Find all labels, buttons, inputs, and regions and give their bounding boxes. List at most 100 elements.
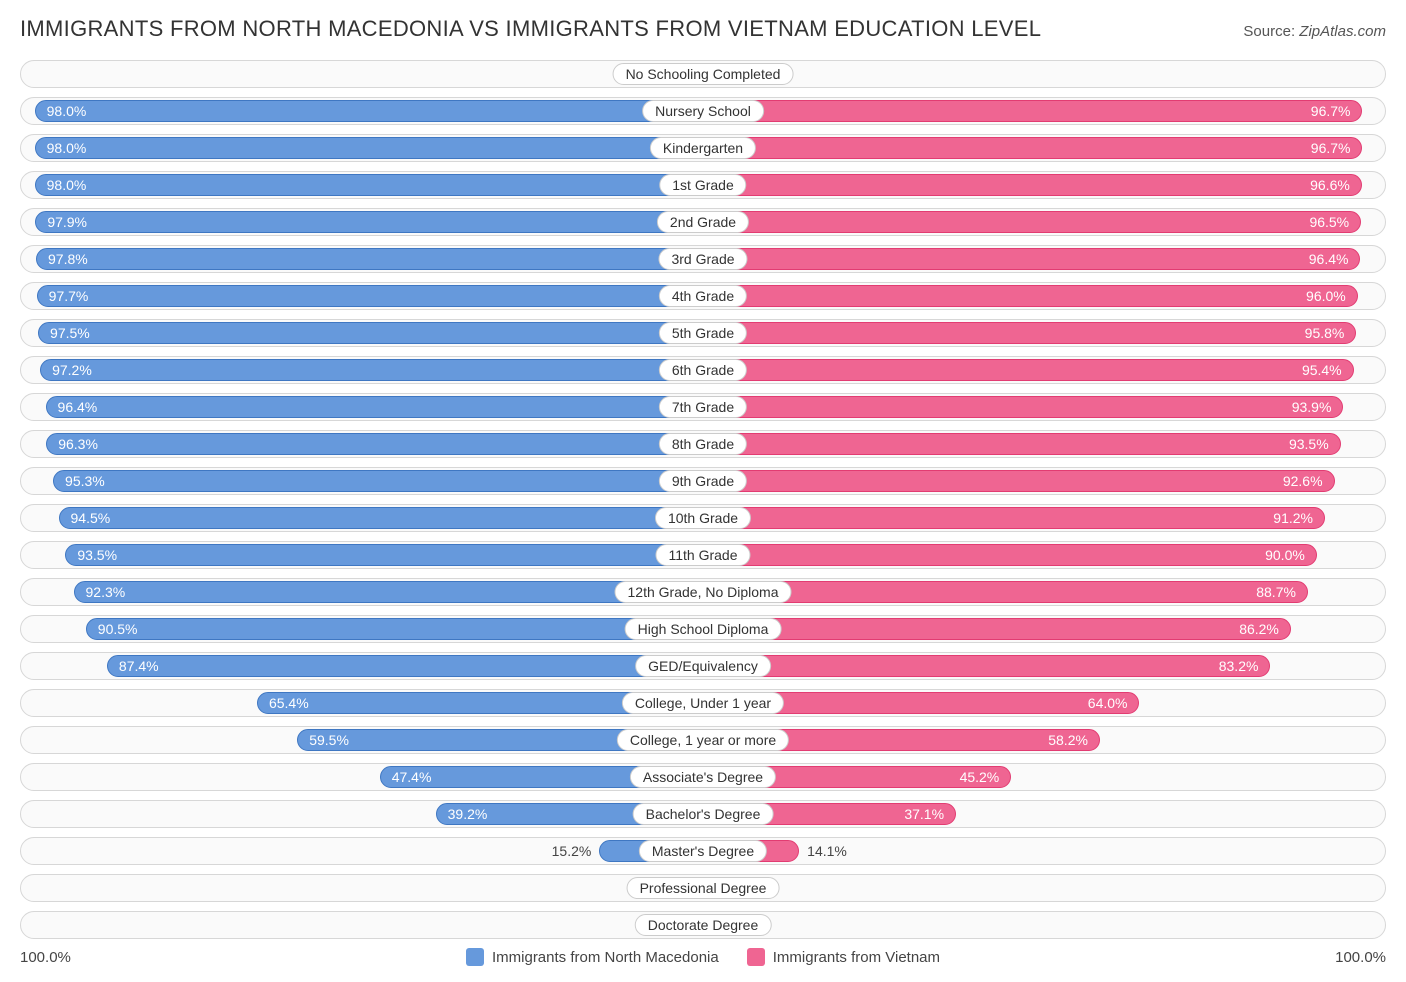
chart-row: 15.2%14.1%Master's Degree <box>20 837 1386 865</box>
chart-row: 39.2%37.1%Bachelor's Degree <box>20 800 1386 828</box>
value-right: 91.2% <box>1261 505 1325 531</box>
chart-row: 98.0% 96.7% Kindergarten <box>20 134 1386 162</box>
value-left: 93.5% <box>65 542 129 568</box>
source-label: Source: <box>1243 23 1299 40</box>
value-right: 96.0% <box>1294 283 1358 309</box>
chart-row: 97.5%95.8%5th Grade <box>20 319 1386 347</box>
value-right: 96.7% <box>1299 98 1363 124</box>
chart-row: 97.8%96.4%3rd Grade <box>20 245 1386 273</box>
category-label: 2nd Grade <box>657 211 749 233</box>
bar-right <box>703 285 1358 307</box>
category-label: GED/Equivalency <box>635 655 771 677</box>
value-right: 96.7% <box>1299 135 1363 161</box>
value-left: 97.9% <box>35 209 99 235</box>
value-left: 98.0% <box>35 135 99 161</box>
chart-row: 97.7%96.0%4th Grade <box>20 282 1386 310</box>
category-label: 9th Grade <box>659 470 747 492</box>
value-left: 98.0% <box>35 172 99 198</box>
diverging-bar-chart: 2.0%3.3%No Schooling Completed98.0%96.7%… <box>20 60 1386 939</box>
value-left: 97.2% <box>40 357 104 383</box>
value-left: 15.2% <box>544 838 600 864</box>
category-label: 10th Grade <box>655 507 751 529</box>
bar-left <box>35 211 703 233</box>
value-right: 64.0% <box>1076 690 1140 716</box>
chart-row: 98.0% 96.7% Nursery School <box>20 97 1386 125</box>
category-label: College, 1 year or more <box>617 729 789 751</box>
value-left: 92.3% <box>74 579 138 605</box>
value-left: 94.5% <box>59 505 123 531</box>
bar-left <box>86 618 703 640</box>
bar-right <box>703 100 1362 122</box>
legend-swatch-left <box>466 948 484 966</box>
category-label: Professional Degree <box>627 877 780 899</box>
bar-left <box>38 322 703 344</box>
value-left: 96.3% <box>46 431 110 457</box>
category-label: High School Diploma <box>625 618 782 640</box>
bar-right <box>703 618 1291 640</box>
chart-row: 93.5% 90.0% 11th Grade <box>20 541 1386 569</box>
category-label: Kindergarten <box>650 137 756 159</box>
value-left: 90.5% <box>86 616 150 642</box>
bar-right <box>703 248 1360 270</box>
bar-left <box>40 359 703 381</box>
chart-row: 59.5% 58.2% College, 1 year or more <box>20 726 1386 754</box>
category-label: Nursery School <box>642 100 764 122</box>
value-right: 93.5% <box>1277 431 1341 457</box>
legend-item-right: Immigrants from Vietnam <box>747 948 940 966</box>
chart-row: 97.9% 96.5% 2nd Grade <box>20 208 1386 236</box>
bar-left <box>59 507 703 529</box>
value-right: 45.2% <box>948 764 1012 790</box>
value-right: 96.5% <box>1297 209 1361 235</box>
chart-row: 94.5% 91.2% 10th Grade <box>20 504 1386 532</box>
category-label: 7th Grade <box>659 396 747 418</box>
bar-right <box>703 211 1361 233</box>
value-right: 95.4% <box>1290 357 1354 383</box>
chart-row: 90.5%86.2%High School Diploma <box>20 615 1386 643</box>
bar-right <box>703 359 1354 381</box>
bar-right <box>703 137 1362 159</box>
chart-row: 4.2%4.0%Professional Degree <box>20 874 1386 902</box>
chart-row: 1.6%1.8%Doctorate Degree <box>20 911 1386 939</box>
bar-left <box>74 581 703 603</box>
bar-left <box>107 655 703 677</box>
value-right: 14.1% <box>799 838 855 864</box>
bar-right <box>703 433 1341 455</box>
bar-left <box>46 396 703 418</box>
bar-right <box>703 581 1308 603</box>
chart-row: 87.4%83.2%GED/Equivalency <box>20 652 1386 680</box>
bar-left <box>37 285 703 307</box>
value-left: 59.5% <box>297 727 361 753</box>
chart-row: 47.4%45.2%Associate's Degree <box>20 763 1386 791</box>
category-label: 11th Grade <box>655 544 750 566</box>
value-right: 96.4% <box>1297 246 1361 272</box>
value-right: 58.2% <box>1036 727 1100 753</box>
bar-left <box>35 100 703 122</box>
legend-item-left: Immigrants from North Macedonia <box>466 948 719 966</box>
value-right: 96.6% <box>1298 172 1362 198</box>
chart-footer: 100.0% Immigrants from North Macedonia I… <box>20 948 1386 966</box>
chart-row: 95.3%92.6%9th Grade <box>20 467 1386 495</box>
bar-left <box>36 248 703 270</box>
bar-right <box>703 470 1335 492</box>
category-label: Associate's Degree <box>630 766 776 788</box>
legend: Immigrants from North Macedonia Immigran… <box>71 948 1335 966</box>
bar-right <box>703 544 1317 566</box>
value-left: 96.4% <box>46 394 110 420</box>
value-left: 65.4% <box>257 690 321 716</box>
bar-left <box>53 470 703 492</box>
value-left: 87.4% <box>107 653 171 679</box>
chart-row: 96.3%93.5%8th Grade <box>20 430 1386 458</box>
value-right: 90.0% <box>1253 542 1317 568</box>
value-left: 98.0% <box>35 98 99 124</box>
value-right: 88.7% <box>1244 579 1308 605</box>
bar-left <box>35 174 703 196</box>
category-label: Doctorate Degree <box>635 914 772 936</box>
chart-title: IMMIGRANTS FROM NORTH MACEDONIA VS IMMIG… <box>20 16 1041 42</box>
chart-row: 96.4%93.9%7th Grade <box>20 393 1386 421</box>
bar-right <box>703 322 1356 344</box>
bar-left <box>35 137 703 159</box>
value-left: 39.2% <box>436 801 500 827</box>
bar-left <box>65 544 703 566</box>
axis-right-max: 100.0% <box>1335 949 1386 966</box>
bar-right <box>703 655 1270 677</box>
